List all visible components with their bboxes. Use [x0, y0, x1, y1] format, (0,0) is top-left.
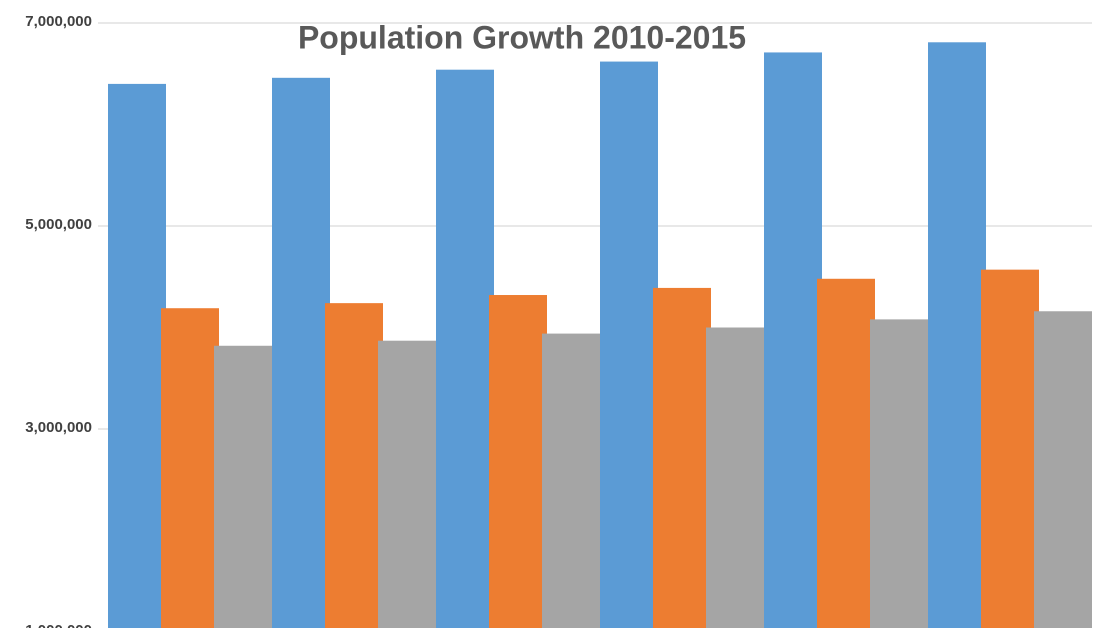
bar	[764, 52, 822, 628]
bar	[436, 69, 494, 628]
bar-layer	[108, 42, 1092, 628]
bar	[1034, 311, 1092, 628]
bar	[870, 319, 928, 628]
bar	[489, 295, 547, 628]
bar	[981, 269, 1039, 628]
y-tick-label: 1,000,000	[25, 622, 92, 628]
bar	[272, 77, 330, 628]
y-tick-label: 7,000,000	[25, 13, 92, 30]
label-layer: 1,000,000 3,000,000 5,000,000 7,000,000	[25, 13, 92, 628]
bar	[542, 333, 600, 628]
bar	[108, 83, 166, 628]
chart-title: Population Growth 2010-2015	[298, 19, 746, 55]
bar	[325, 303, 383, 628]
bar	[653, 287, 711, 628]
y-tick-label: 5,000,000	[25, 216, 92, 233]
bar	[600, 61, 658, 628]
bar	[214, 345, 272, 628]
bar	[817, 278, 875, 628]
y-tick-label: 3,000,000	[25, 419, 92, 436]
bar	[706, 327, 764, 628]
bar	[161, 308, 219, 628]
bar	[378, 340, 436, 628]
bar	[928, 42, 986, 628]
